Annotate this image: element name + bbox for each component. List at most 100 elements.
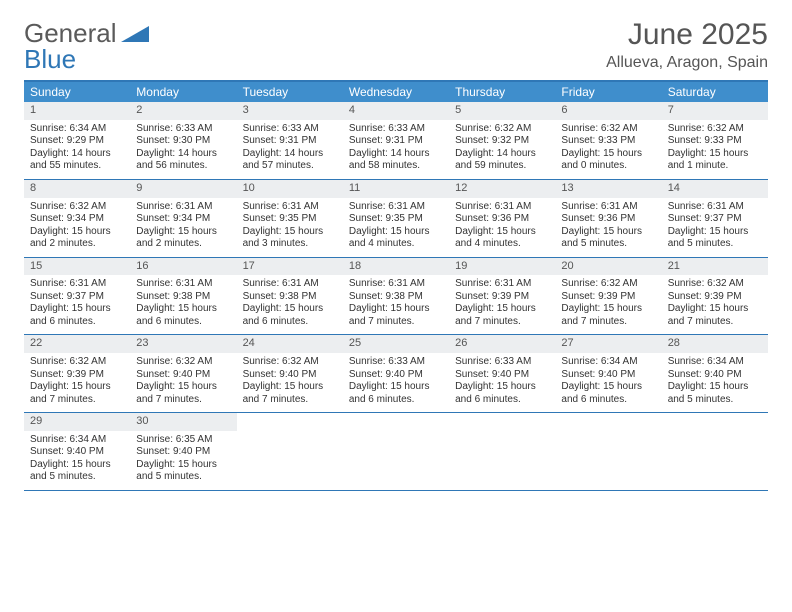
day-line-d1: Daylight: 15 hours: [243, 226, 337, 239]
day-line-ss: Sunset: 9:40 PM: [668, 369, 762, 382]
day-number: 9: [130, 180, 236, 198]
day-line-sr: Sunrise: 6:31 AM: [243, 201, 337, 214]
day-number: [555, 413, 661, 431]
calendar-day: 1Sunrise: 6:34 AMSunset: 9:29 PMDaylight…: [24, 102, 130, 179]
day-number: 8: [24, 180, 130, 198]
day-line-d1: Daylight: 15 hours: [455, 381, 549, 394]
day-line-d2: and 57 minutes.: [243, 160, 337, 173]
day-line-d1: Daylight: 14 hours: [243, 148, 337, 161]
day-line-sr: Sunrise: 6:32 AM: [30, 201, 124, 214]
calendar-day: 2Sunrise: 6:33 AMSunset: 9:30 PMDaylight…: [130, 102, 236, 179]
day-number: 12: [449, 180, 555, 198]
day-number: 20: [555, 258, 661, 276]
calendar-day: 14Sunrise: 6:31 AMSunset: 9:37 PMDayligh…: [662, 180, 768, 257]
day-line-d1: Daylight: 14 hours: [455, 148, 549, 161]
day-line-ss: Sunset: 9:40 PM: [30, 446, 124, 459]
day-line-sr: Sunrise: 6:32 AM: [455, 123, 549, 136]
day-body: Sunrise: 6:33 AMSunset: 9:40 PMDaylight:…: [449, 353, 555, 412]
day-line-d1: Daylight: 15 hours: [30, 226, 124, 239]
day-body: Sunrise: 6:34 AMSunset: 9:40 PMDaylight:…: [662, 353, 768, 412]
day-line-sr: Sunrise: 6:31 AM: [30, 278, 124, 291]
calendar-day: 18Sunrise: 6:31 AMSunset: 9:38 PMDayligh…: [343, 258, 449, 335]
day-line-d1: Daylight: 15 hours: [349, 226, 443, 239]
day-line-sr: Sunrise: 6:31 AM: [136, 278, 230, 291]
day-line-ss: Sunset: 9:34 PM: [30, 213, 124, 226]
day-header: Thursday: [449, 82, 555, 102]
day-line-ss: Sunset: 9:37 PM: [668, 213, 762, 226]
day-number: 3: [237, 102, 343, 120]
day-line-d2: and 7 minutes.: [30, 394, 124, 407]
day-number: 18: [343, 258, 449, 276]
day-header: Saturday: [662, 82, 768, 102]
day-body: Sunrise: 6:32 AMSunset: 9:32 PMDaylight:…: [449, 120, 555, 179]
day-line-ss: Sunset: 9:31 PM: [349, 135, 443, 148]
day-body: Sunrise: 6:31 AMSunset: 9:36 PMDaylight:…: [555, 198, 661, 257]
day-line-d1: Daylight: 15 hours: [561, 303, 655, 316]
calendar-day: 27Sunrise: 6:34 AMSunset: 9:40 PMDayligh…: [555, 335, 661, 412]
calendar-day: [555, 413, 661, 490]
calendar-day: [662, 413, 768, 490]
day-line-d2: and 56 minutes.: [136, 160, 230, 173]
day-line-sr: Sunrise: 6:32 AM: [561, 278, 655, 291]
day-line-ss: Sunset: 9:33 PM: [561, 135, 655, 148]
day-body: Sunrise: 6:33 AMSunset: 9:31 PMDaylight:…: [343, 120, 449, 179]
day-line-d2: and 0 minutes.: [561, 160, 655, 173]
day-number: 15: [24, 258, 130, 276]
day-line-d2: and 6 minutes.: [136, 316, 230, 329]
day-header: Tuesday: [237, 82, 343, 102]
day-line-d1: Daylight: 15 hours: [455, 226, 549, 239]
day-line-d2: and 5 minutes.: [136, 471, 230, 484]
day-line-d1: Daylight: 14 hours: [349, 148, 443, 161]
day-line-d2: and 7 minutes.: [668, 316, 762, 329]
calendar-week: 15Sunrise: 6:31 AMSunset: 9:37 PMDayligh…: [24, 258, 768, 336]
day-line-sr: Sunrise: 6:31 AM: [455, 201, 549, 214]
day-number: 25: [343, 335, 449, 353]
day-line-d2: and 6 minutes.: [561, 394, 655, 407]
day-line-d1: Daylight: 14 hours: [30, 148, 124, 161]
calendar-day: 11 Sunrise: 6:31 AMSunset: 9:35 PMDayligh…: [343, 180, 449, 257]
calendar-day: 7Sunrise: 6:32 AMSunset: 9:33 PMDaylight…: [662, 102, 768, 179]
day-line-sr: Sunrise: 6:31 AM: [349, 201, 443, 214]
day-line-d2: and 5 minutes.: [561, 238, 655, 251]
day-line-d1: Daylight: 15 hours: [243, 381, 337, 394]
day-line-d2: and 5 minutes.: [668, 238, 762, 251]
calendar-day: 8 Sunrise: 6:32 AMSunset: 9:34 PMDaylight…: [24, 180, 130, 257]
day-line-d1: Daylight: 15 hours: [243, 303, 337, 316]
day-line-d2: and 7 minutes.: [243, 394, 337, 407]
day-line-d2: and 7 minutes.: [455, 316, 549, 329]
day-number: 11: [343, 180, 449, 198]
day-line-d1: Daylight: 15 hours: [668, 381, 762, 394]
day-line-sr: Sunrise: 6:33 AM: [349, 356, 443, 369]
day-number: 27: [555, 335, 661, 353]
calendar-day: 21Sunrise: 6:32 AMSunset: 9:39 PMDayligh…: [662, 258, 768, 335]
day-line-d1: Daylight: 15 hours: [668, 148, 762, 161]
day-line-sr: Sunrise: 6:35 AM: [136, 434, 230, 447]
day-line-ss: Sunset: 9:38 PM: [136, 291, 230, 304]
day-body: Sunrise: 6:33 AMSunset: 9:40 PMDaylight:…: [343, 353, 449, 412]
day-line-ss: Sunset: 9:30 PM: [136, 135, 230, 148]
calendar-day: 23Sunrise: 6:32 AMSunset: 9:40 PMDayligh…: [130, 335, 236, 412]
day-line-d2: and 2 minutes.: [30, 238, 124, 251]
day-body: Sunrise: 6:34 AMSunset: 9:40 PMDaylight:…: [24, 431, 130, 490]
day-line-d2: and 2 minutes.: [136, 238, 230, 251]
day-line-ss: Sunset: 9:40 PM: [136, 369, 230, 382]
day-line-sr: Sunrise: 6:32 AM: [561, 123, 655, 136]
day-header: Sunday: [24, 82, 130, 102]
day-line-ss: Sunset: 9:40 PM: [349, 369, 443, 382]
day-line-d1: Daylight: 15 hours: [30, 381, 124, 394]
calendar-day: 15Sunrise: 6:31 AMSunset: 9:37 PMDayligh…: [24, 258, 130, 335]
calendar-day: 17Sunrise: 6:31 AMSunset: 9:38 PMDayligh…: [237, 258, 343, 335]
day-line-ss: Sunset: 9:40 PM: [136, 446, 230, 459]
day-line-ss: Sunset: 9:35 PM: [349, 213, 443, 226]
day-line-d2: and 6 minutes.: [243, 316, 337, 329]
day-line-d2: and 5 minutes.: [30, 471, 124, 484]
day-body: Sunrise: 6:32 AMSunset: 9:40 PMDaylight:…: [130, 353, 236, 412]
day-line-d2: and 6 minutes.: [30, 316, 124, 329]
calendar-day: 4Sunrise: 6:33 AMSunset: 9:31 PMDaylight…: [343, 102, 449, 179]
logo-text-2: Blue: [24, 44, 76, 75]
day-line-d1: Daylight: 15 hours: [136, 303, 230, 316]
day-line-d2: and 59 minutes.: [455, 160, 549, 173]
day-line-d1: Daylight: 15 hours: [30, 303, 124, 316]
day-line-ss: Sunset: 9:39 PM: [30, 369, 124, 382]
day-line-d1: Daylight: 15 hours: [668, 303, 762, 316]
